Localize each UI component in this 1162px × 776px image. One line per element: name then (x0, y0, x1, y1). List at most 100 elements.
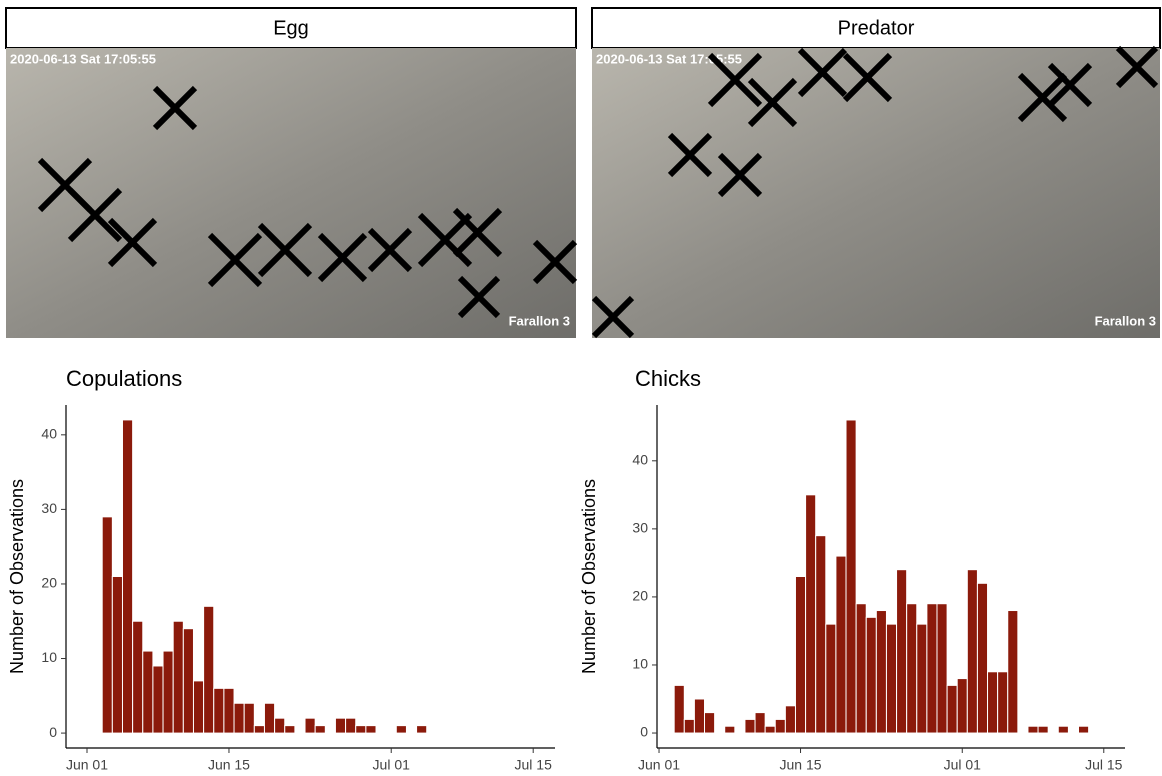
bar (875, 610, 887, 734)
y-tick-label: 40 (632, 452, 648, 468)
bar (704, 712, 716, 734)
photo-camera: Farallon 3 (509, 313, 570, 328)
y-axis-label: Number of Observations (579, 479, 599, 674)
bar (263, 702, 276, 734)
bar (926, 603, 938, 734)
bar (906, 603, 918, 734)
bar (121, 419, 134, 734)
y-tick-label: 10 (41, 649, 57, 665)
photo-panel: Egg 2020-06-13 Sat 17:05:55 Farallon 3 (5, 7, 578, 338)
bar (946, 684, 958, 734)
bar (744, 718, 756, 734)
bar (896, 569, 908, 734)
chart: Copulations Number of Observations 0 10 20 30… (7, 366, 555, 773)
bar (233, 702, 245, 734)
bar (825, 623, 837, 734)
bar (111, 576, 123, 734)
bar (724, 725, 736, 734)
photo (6, 48, 576, 338)
bar (835, 555, 847, 734)
bar (1037, 725, 1049, 734)
bar (132, 620, 144, 734)
bar (683, 718, 695, 734)
y-tick-label: 0 (640, 724, 648, 740)
bar (997, 671, 1009, 734)
bar (865, 616, 877, 734)
bar (815, 535, 827, 734)
panel-strip (5, 7, 577, 49)
bar (855, 603, 867, 734)
bar (304, 717, 316, 734)
bar (345, 717, 357, 734)
panel-label: Predator (838, 17, 915, 39)
bar (1027, 725, 1039, 734)
bar (334, 717, 347, 734)
bar (673, 684, 685, 734)
bar (284, 725, 296, 734)
bar (182, 628, 194, 734)
bar (845, 419, 857, 734)
bar (162, 650, 174, 734)
bar (1078, 725, 1090, 734)
bar (365, 725, 377, 734)
x-tick-label: Jun 01 (66, 757, 108, 773)
x-tick-label: Jun 15 (208, 757, 250, 773)
bar (243, 702, 255, 734)
x-tick-label: Jul 01 (373, 757, 411, 773)
y-axis-label: Number of Observations (7, 479, 27, 674)
x-tick-label: Jul 01 (944, 757, 982, 773)
y-tick-label: 40 (41, 426, 57, 442)
bar (987, 671, 999, 734)
bar (794, 576, 807, 734)
bar (213, 687, 225, 734)
markers (37, 85, 578, 319)
bar (223, 687, 235, 734)
bar (1007, 610, 1019, 734)
chart-title: Copulations (66, 366, 182, 391)
bar (805, 494, 817, 734)
bar (976, 582, 989, 734)
bar (203, 605, 215, 734)
bar (774, 718, 786, 734)
x-tick-label: Jun 15 (780, 757, 822, 773)
bar (172, 620, 184, 734)
panel-label: Egg (273, 17, 309, 39)
panel-strip (591, 7, 1161, 49)
bar (936, 603, 948, 734)
bar (142, 650, 154, 734)
bar (754, 712, 766, 734)
x-tick-label: Jul 15 (1085, 757, 1123, 773)
bar (253, 725, 265, 734)
bar (784, 705, 796, 734)
bar (693, 698, 706, 734)
y-tick-label: 10 (632, 656, 648, 672)
photo (592, 48, 1160, 338)
bar (355, 725, 367, 734)
x-tick-label: Jun 01 (638, 757, 680, 773)
y-tick-label: 30 (41, 500, 57, 516)
x-tick-label: Jul 15 (515, 757, 553, 773)
bar (916, 623, 928, 734)
y-tick-label: 0 (49, 724, 57, 740)
bar (764, 725, 776, 734)
bar (274, 717, 286, 734)
bar (885, 623, 898, 734)
bar (395, 725, 407, 734)
photo-timestamp: 2020-06-13 Sat 17:05:55 (596, 51, 742, 66)
bar (101, 516, 113, 734)
chart: Chicks Number of Observations 0 10 20 30 40 Jun… (579, 366, 1125, 773)
photo-panel: Predator 2020-06-13 Sat 17:05:55 Farallo… (591, 7, 1161, 339)
bar (416, 725, 428, 734)
bar (152, 665, 164, 734)
photo-timestamp: 2020-06-13 Sat 17:05:55 (10, 51, 156, 66)
bar (966, 569, 978, 734)
markers (591, 45, 1159, 339)
photo-camera: Farallon 3 (1095, 313, 1156, 328)
y-tick-label: 30 (632, 520, 648, 536)
bar (1057, 725, 1069, 734)
y-tick-label: 20 (41, 575, 57, 591)
bar (956, 678, 968, 734)
bar (192, 680, 205, 734)
